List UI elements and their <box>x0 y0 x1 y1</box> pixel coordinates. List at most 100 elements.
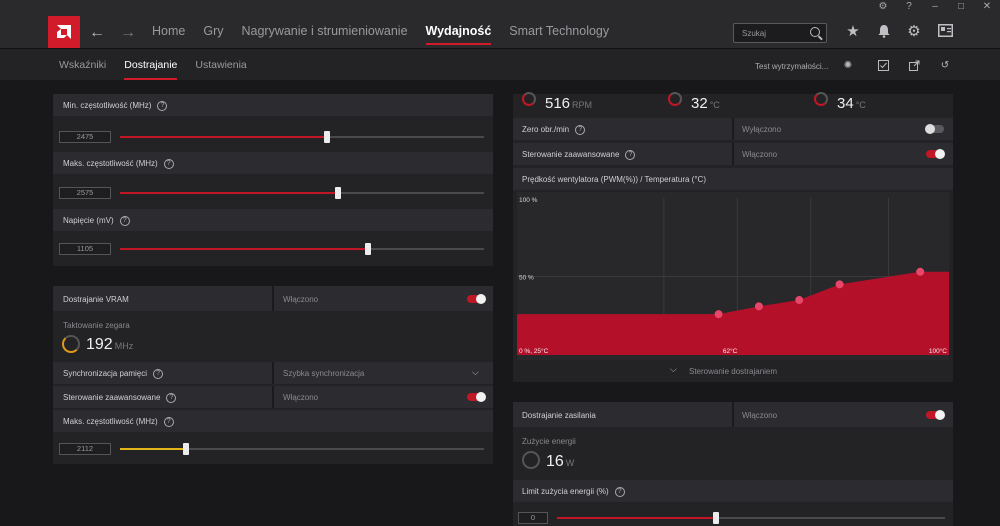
window-controls: ⚙ ? – □ ✕ <box>870 0 1000 14</box>
slider-thumb[interactable] <box>324 131 331 143</box>
help-icon[interactable]: ? <box>157 101 168 111</box>
power-gauge-icon <box>522 451 540 469</box>
clock-gauge-icon <box>62 335 80 353</box>
curve-point[interactable] <box>714 310 723 319</box>
power-limit-label: Limit zużycia energii (%) <box>522 487 609 497</box>
help-icon[interactable]: ? <box>163 159 174 169</box>
temp1-unit: °C <box>709 100 720 110</box>
back-icon[interactable]: ← <box>89 24 105 41</box>
power-limit-slider-fill <box>557 517 717 519</box>
min-freq-slider-fill <box>120 136 328 138</box>
voltage-slider[interactable] <box>120 243 484 255</box>
slider-thumb[interactable] <box>182 443 189 455</box>
rpm-gauge-icon <box>522 92 536 106</box>
nav-smart-technology[interactable]: Smart Technology <box>509 24 610 38</box>
vram-max-freq-slider[interactable] <box>120 443 484 455</box>
min-freq-slider[interactable] <box>120 131 484 143</box>
max-freq-label: Maks. częstotliwość (MHz) <box>63 159 158 169</box>
nav-record-stream[interactable]: Nagrywanie i strumieniowanie <box>241 24 408 38</box>
help-icon[interactable]: ? <box>625 150 636 160</box>
max-freq-input[interactable]: 2575 <box>59 187 111 199</box>
vram-max-freq-input[interactable]: 2112 <box>59 443 111 455</box>
fan-advanced-status: Włączono <box>742 150 778 159</box>
curve-point[interactable] <box>916 267 925 276</box>
vram-advanced-toggle[interactable] <box>467 392 486 402</box>
power-limit-slider[interactable] <box>557 512 945 524</box>
zero-rpm-label: Zero obr./min <box>522 125 570 135</box>
tab-tuning[interactable]: Dostrajanie <box>124 59 178 80</box>
help-icon[interactable]: ? <box>166 393 177 403</box>
gear-icon[interactable]: ⚙ <box>907 23 921 40</box>
power-usage-unit: W <box>565 458 575 468</box>
tuning-control-link[interactable]: Sterowanie dostrajaniem <box>689 367 778 376</box>
fan-curve-chart[interactable]: 100 % 50 % 0 %, 25°C 62°C 100°C <box>517 192 949 360</box>
chevron-down-icon[interactable]: ⌵ <box>670 364 677 374</box>
curve-point[interactable] <box>754 302 763 311</box>
forward-icon[interactable]: → <box>120 24 136 41</box>
voltage-slider-fill <box>120 248 368 250</box>
vram-tuning-toggle[interactable] <box>467 294 486 304</box>
search-input[interactable]: Szukaj <box>733 23 827 43</box>
vram-advanced-label: Sterowanie zaawansowane <box>63 393 161 403</box>
divider <box>732 402 734 427</box>
nav-games[interactable]: Gry <box>203 24 224 38</box>
power-tuning-row: Dostrajanie zasilania Włączono <box>513 402 953 427</box>
help-icon[interactable]: ? <box>614 487 625 497</box>
bug-icon[interactable]: ⚙ <box>878 1 888 12</box>
min-freq-label: Min. częstotliwość (MHz) <box>63 101 152 111</box>
help-icon[interactable]: ? <box>575 125 586 135</box>
profile-card-icon[interactable] <box>937 24 953 40</box>
vram-advanced-status: Włączono <box>283 393 319 402</box>
x-tick-label: 0 %, 25°C <box>519 347 549 355</box>
help-icon[interactable]: ? <box>163 417 174 427</box>
power-tuning-toggle[interactable] <box>926 410 945 420</box>
sub-bar: Wskaźniki Dostrajanie Ustawienia Test wy… <box>0 48 1000 80</box>
maximize-button[interactable]: □ <box>957 1 965 12</box>
curve-point[interactable] <box>835 280 844 289</box>
fan-advanced-toggle[interactable] <box>926 149 945 159</box>
slider-thumb[interactable] <box>364 243 371 255</box>
slider-thumb[interactable] <box>713 512 720 524</box>
export-icon[interactable] <box>908 60 920 72</box>
nav-home[interactable]: Home <box>152 24 186 38</box>
chevron-down-icon[interactable]: ⌵ <box>472 367 479 377</box>
power-tuning-status: Włączono <box>742 411 778 420</box>
curve-point[interactable] <box>795 296 804 305</box>
search-icon[interactable] <box>810 27 820 37</box>
help-icon[interactable]: ? <box>153 369 164 379</box>
temp2-unit: °C <box>855 100 866 110</box>
max-freq-slider[interactable] <box>120 187 484 199</box>
help-icon[interactable]: ? <box>119 216 130 226</box>
tab-metrics[interactable]: Wskaźniki <box>59 59 107 71</box>
fan-curve-title: Prędkość wentylatora (PWM(%)) / Temperat… <box>522 175 706 184</box>
zero-rpm-row: Zero obr./min? Wyłączono <box>513 118 953 140</box>
main-nav: Home Gry Nagrywanie i strumieniowanie Wy… <box>152 24 627 45</box>
fan-readouts: 516 RPM 32 °C 34 °C <box>513 92 953 116</box>
stress-test-button[interactable]: Test wytrzymałości... <box>755 62 829 71</box>
clock-unit: MHz <box>114 341 134 351</box>
y-tick-label: 100 % <box>519 197 538 204</box>
minimize-button[interactable]: – <box>932 1 938 12</box>
slider-thumb[interactable] <box>335 187 342 199</box>
zero-rpm-toggle[interactable] <box>925 124 944 134</box>
memory-sync-select[interactable]: Szybka synchronizacja <box>283 369 365 378</box>
clock-value: 192 <box>86 336 113 353</box>
amd-logo[interactable] <box>48 16 80 48</box>
min-freq-input[interactable]: 2475 <box>59 131 111 143</box>
vram-advanced-row: Sterowanie zaawansowane? Włączono <box>53 386 493 408</box>
search-placeholder: Szukaj <box>742 29 767 38</box>
star-icon[interactable]: ★ <box>846 23 860 40</box>
voltage-input[interactable]: 1105 <box>59 243 111 255</box>
help-icon[interactable]: ? <box>906 1 912 12</box>
apply-icon[interactable] <box>877 60 889 72</box>
close-button[interactable]: ✕ <box>982 1 992 12</box>
clock-label: Taktowanie zegara <box>63 321 130 330</box>
voltage-header: Napięcie (mV)? <box>53 209 493 231</box>
power-limit-input[interactable]: 0 <box>518 512 548 524</box>
tab-settings[interactable]: Ustawienia <box>195 59 247 71</box>
divider <box>732 118 734 140</box>
nav-performance[interactable]: Wydajność <box>425 24 491 45</box>
zero-rpm-status: Wyłączono <box>742 125 782 134</box>
bell-icon[interactable] <box>876 24 892 40</box>
reset-icon[interactable]: ↺ <box>940 60 950 71</box>
